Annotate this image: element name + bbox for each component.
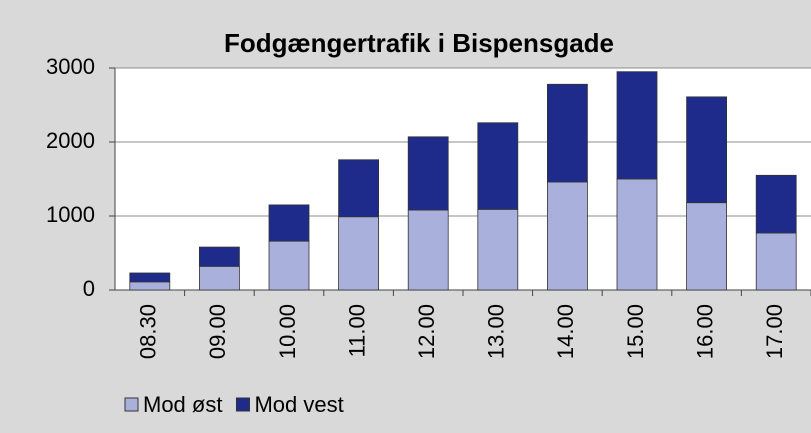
- x-tick-label: 14.00: [553, 304, 578, 359]
- bar-segment: [547, 83, 588, 183]
- y-tick-label: 3000: [46, 54, 95, 79]
- bar-segment: [686, 96, 727, 204]
- bar-segment: [198, 265, 240, 291]
- bar-segment: [407, 209, 449, 291]
- legend-label: Mod vest: [254, 392, 343, 417]
- bar-segment: [477, 208, 519, 291]
- y-tick-label: 0: [83, 276, 95, 301]
- bar-segment: [268, 240, 310, 291]
- bar-segment: [755, 174, 797, 234]
- bar-segment: [547, 181, 588, 291]
- x-tick-label: 17.00: [762, 304, 787, 359]
- bar-segment: [198, 246, 240, 267]
- x-tick-label: 11.00: [344, 304, 369, 357]
- y-tick-label: 2000: [46, 128, 95, 153]
- bar-segment: [268, 204, 310, 242]
- bar-segment: [477, 122, 519, 210]
- bar-segment: [616, 178, 658, 291]
- bar-segment: [616, 71, 658, 180]
- bar-segment: [686, 202, 727, 291]
- x-tick-label: 15.00: [623, 304, 648, 359]
- x-tick-label: 08.30: [136, 304, 161, 359]
- x-tick-label: 09.00: [205, 304, 230, 359]
- x-tick-label: 16.00: [692, 304, 717, 359]
- legend-swatch: [235, 397, 250, 412]
- bar-segment: [755, 232, 797, 291]
- y-tick-label: 1000: [46, 202, 95, 227]
- chart-title: Fodgængertrafik i Bispensgade: [224, 28, 614, 58]
- legend-label: Mod øst: [143, 392, 222, 417]
- bar-segment: [129, 281, 171, 291]
- x-tick-label: 13.00: [484, 304, 509, 359]
- bar-segment: [407, 136, 449, 211]
- x-tick-label: 12.00: [414, 304, 439, 359]
- legend-swatch: [124, 397, 139, 412]
- bar-segment: [129, 272, 171, 283]
- bar-segment: [338, 216, 380, 291]
- x-tick-label: 10.00: [275, 304, 300, 359]
- bar-segment: [338, 159, 380, 218]
